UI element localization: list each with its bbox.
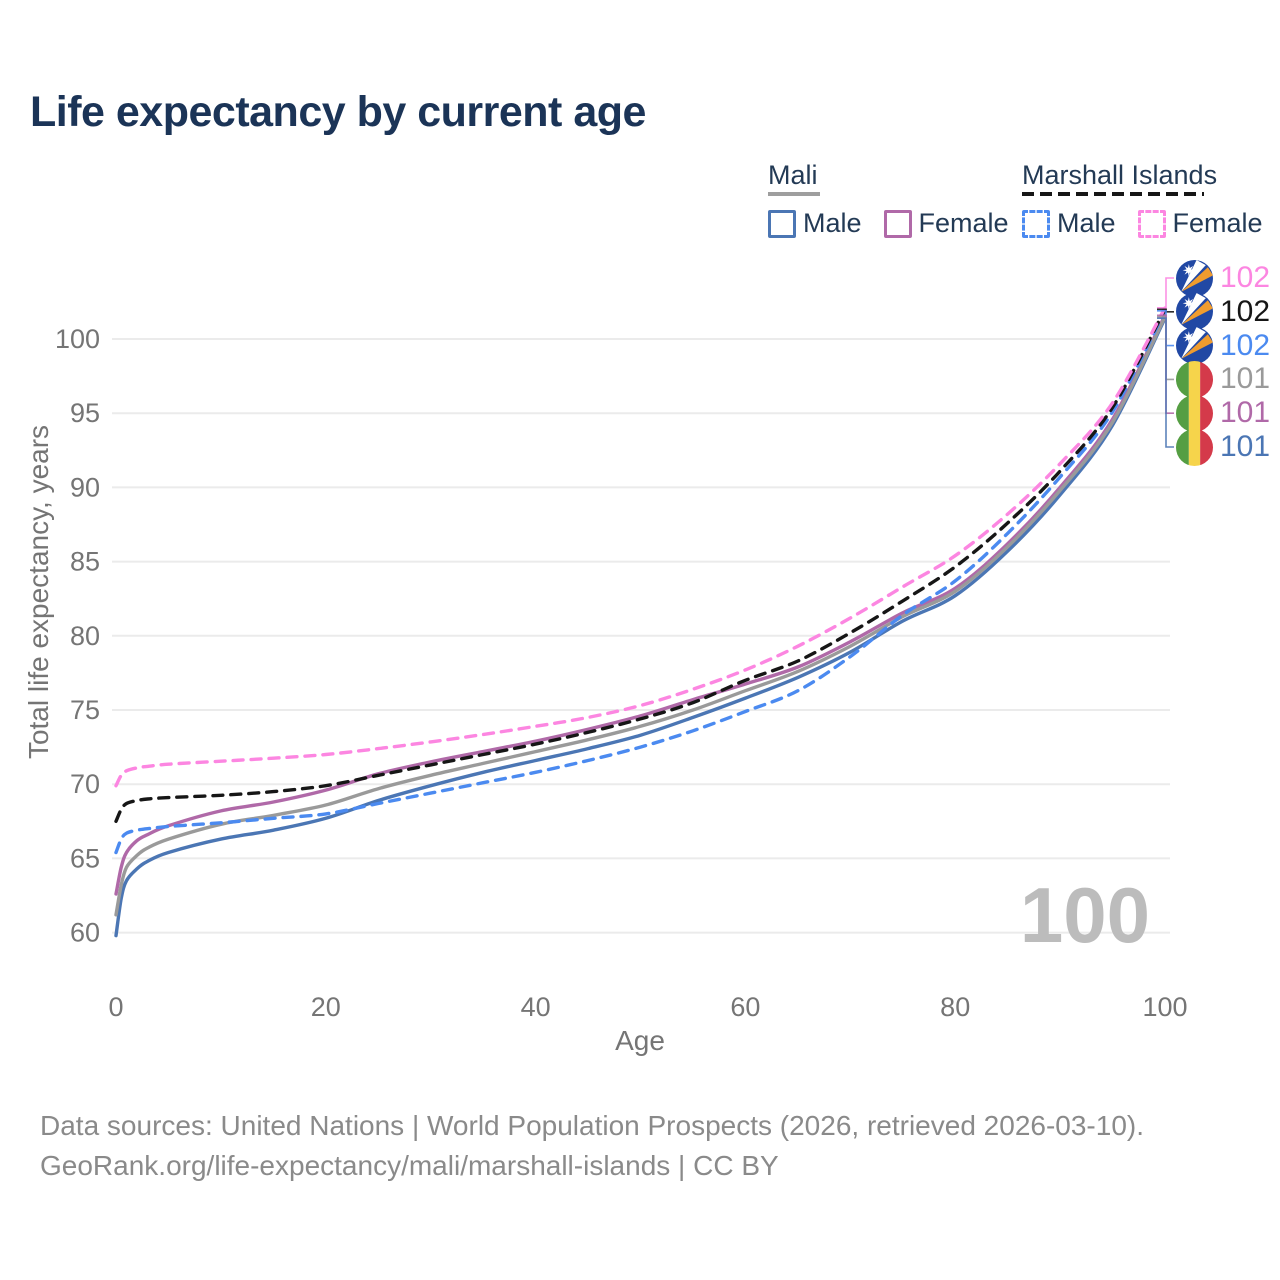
series-line-mali-male[interactable] (114, 316, 1167, 938)
legend-group-marshall-islands: Marshall Islands Male Female (1022, 160, 1280, 239)
legend-group-mali: Mali Male Female (768, 160, 1031, 239)
x-tick-label: 60 (730, 992, 760, 1022)
y-tick-label: 60 (70, 918, 100, 948)
age-indicator: 100 (1020, 871, 1150, 959)
x-tick-label: 100 (1142, 992, 1187, 1022)
end-label-value: 102 (1220, 261, 1271, 294)
series-line-marshall-islands[interactable] (114, 307, 1167, 823)
end-label-row-mali-female: 101 (1176, 394, 1271, 432)
end-label-leader-line (1157, 317, 1174, 448)
y-tick-label: 100 (55, 324, 100, 354)
x-tick-label: 40 (521, 992, 551, 1022)
x-tick-label: 80 (940, 992, 970, 1022)
legend-title-mali: Mali (768, 160, 818, 190)
x-tick-label: 20 (311, 992, 341, 1022)
legend-title-marshall-islands: Marshall Islands (1022, 160, 1218, 190)
marshall-male-swatch (1022, 209, 1050, 238)
y-tick-label: 95 (70, 398, 100, 428)
mali-line-swatch (768, 192, 820, 196)
marshall-islands-flag-icon (1176, 327, 1213, 365)
legend-item-mali-female[interactable]: Female (883, 208, 1009, 239)
legend-item-marshall-female[interactable]: Female (1137, 208, 1263, 239)
end-label-value: 101 (1220, 396, 1271, 430)
chart-footer: Data sources: United Nations | World Pop… (40, 1106, 1144, 1186)
legend-item-mali-male[interactable]: Male (768, 208, 862, 239)
data-sources-text: Data sources: United Nations | World Pop… (40, 1110, 1145, 1141)
x-axis-title: Age (615, 1025, 665, 1056)
end-label-value: 102 (1220, 328, 1271, 362)
mali-flag-icon (1176, 360, 1213, 398)
mali-flag-icon (1176, 394, 1213, 432)
series-line-marshall-islands-male[interactable] (114, 309, 1167, 855)
end-label-value: 101 (1220, 430, 1271, 463)
end-label-row-marshall-islands: 102 (1176, 293, 1271, 331)
y-tick-label: 85 (70, 547, 100, 577)
page-title: Life expectancy by current age (30, 88, 646, 136)
y-tick-label: 70 (70, 769, 100, 799)
series-line-marshall-islands-female[interactable] (114, 306, 1167, 788)
mali-male-swatch (768, 209, 796, 238)
series-line-mali-female[interactable] (114, 313, 1167, 896)
y-tick-label: 65 (70, 843, 100, 873)
end-label-row-mali: 101 (1176, 360, 1271, 398)
marshall-islands-flag-icon (1176, 259, 1213, 297)
series-line-mali[interactable] (114, 315, 1167, 917)
legend-label: Male (1057, 208, 1116, 238)
mali-female-swatch (883, 209, 912, 238)
legend-label: Female (1172, 208, 1263, 238)
marshall-female-swatch (1137, 209, 1166, 238)
y-tick-label: 75 (70, 695, 100, 725)
end-label-leader-line (1157, 277, 1174, 309)
end-label-row-mali-male: 101 (1176, 428, 1271, 466)
y-axis-title: Total life expectancy, years (23, 425, 54, 759)
end-label-row-marshall-islands-male: 102 (1176, 327, 1271, 365)
legend-label: Male (803, 208, 862, 238)
y-tick-label: 80 (70, 621, 100, 651)
y-tick-label: 90 (70, 472, 100, 502)
x-tick-label: 0 (108, 992, 123, 1022)
mali-flag-icon (1176, 428, 1213, 466)
attribution-text: GeoRank.org/life-expectancy/mali/marshal… (40, 1150, 779, 1181)
marshall-islands-flag-icon (1176, 293, 1213, 331)
legend-item-marshall-male[interactable]: Male (1022, 208, 1116, 239)
end-label-value: 101 (1220, 362, 1271, 396)
marshall-islands-line-swatch (1022, 192, 1204, 196)
legend-label: Female (918, 208, 1009, 238)
end-label-row-marshall-islands-female: 102 (1176, 259, 1271, 297)
end-label-value: 102 (1220, 294, 1271, 328)
